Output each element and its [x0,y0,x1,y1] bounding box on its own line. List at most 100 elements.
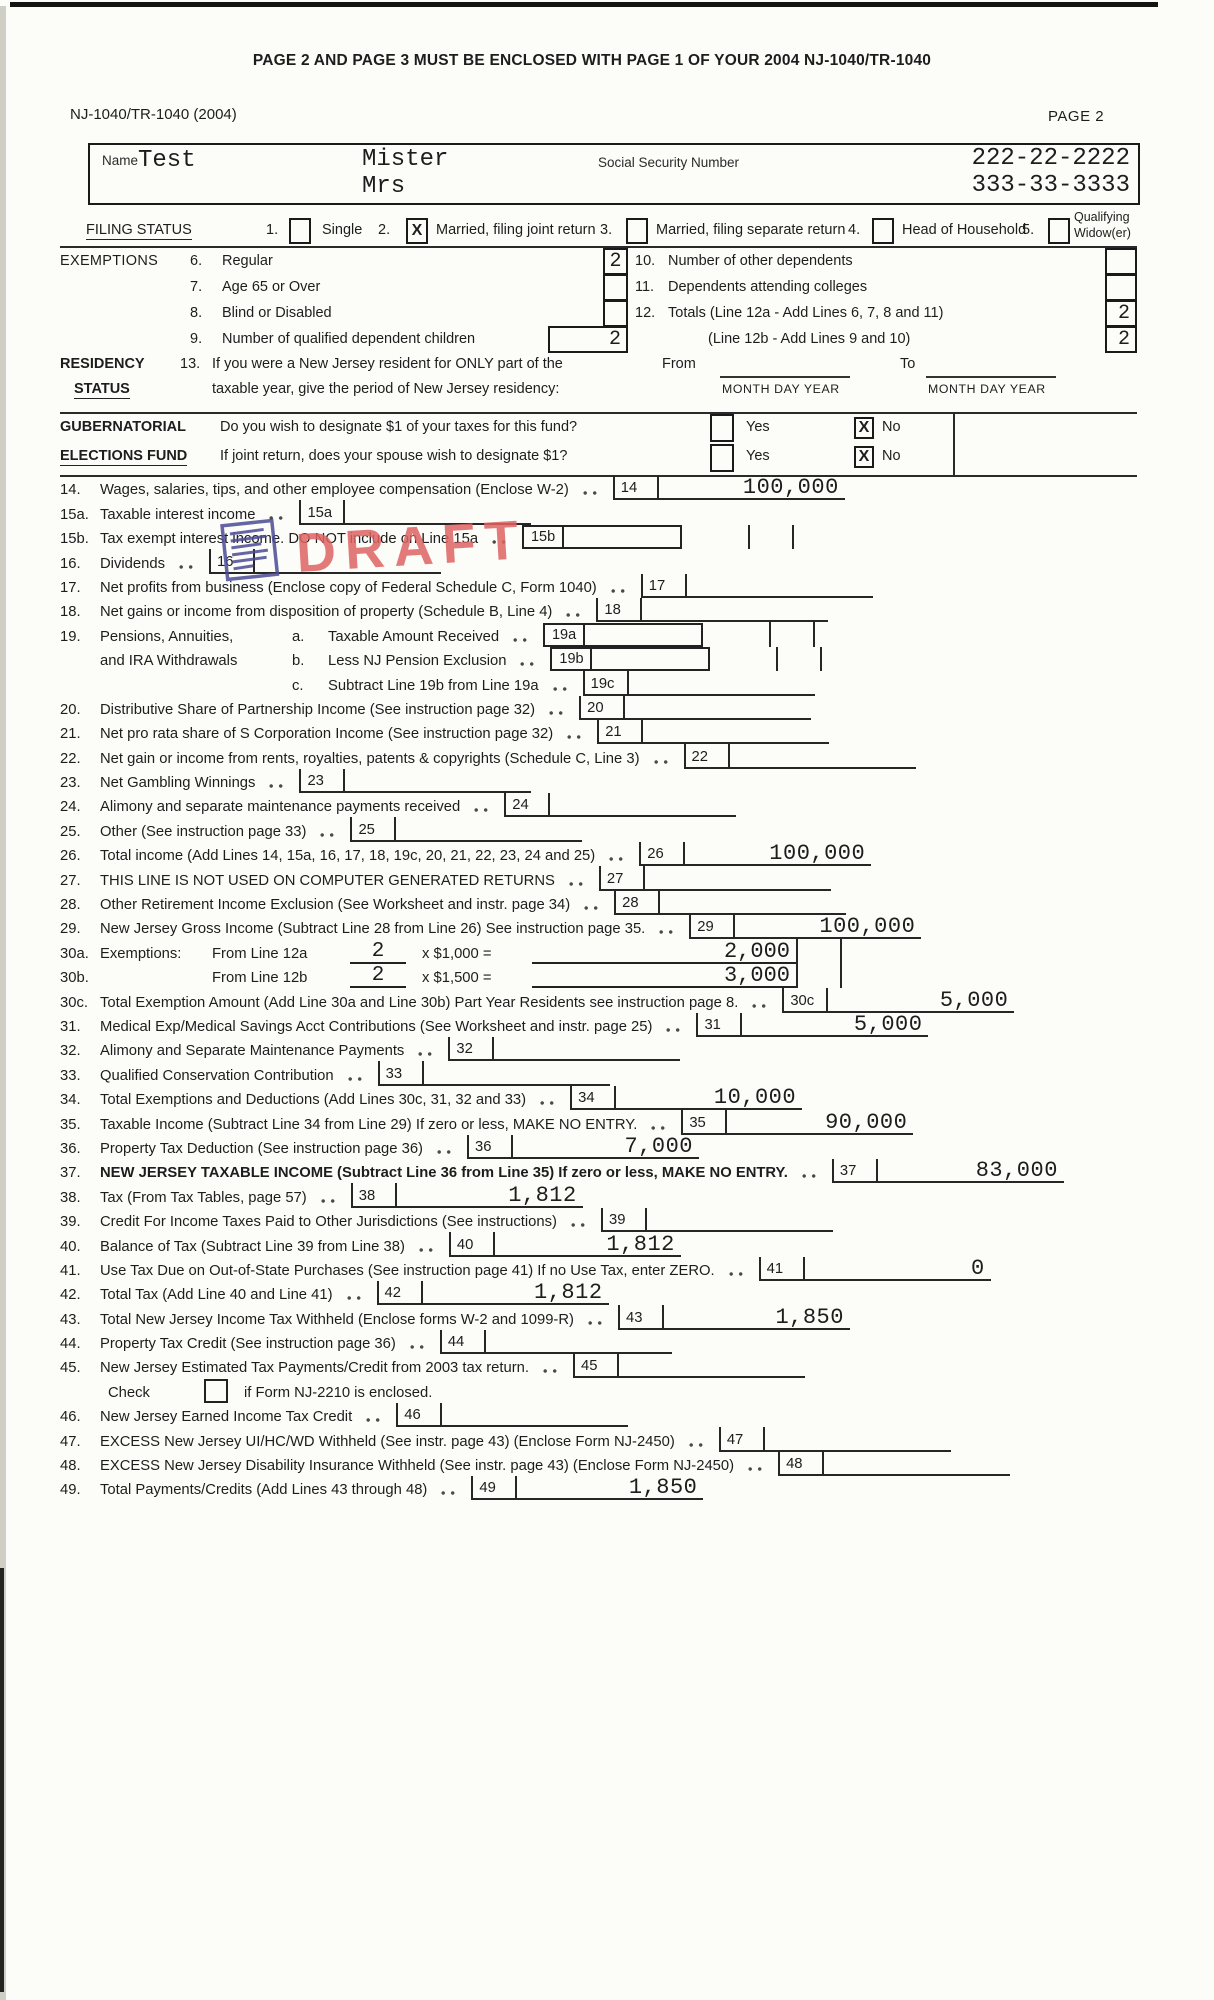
line-number: 25. [60,823,81,840]
sub-line-letter: a. [292,628,305,645]
exemptions-label: EXEMPTIONS [60,253,159,269]
line-amount-cell: 0 [804,1255,991,1281]
line-number: 16. [60,555,81,572]
exemption-value-box-8 [603,300,628,327]
line-amount-cell: 5,000 [742,1011,929,1037]
exemption-amount: 3,000 [532,965,796,989]
filing-status-option-number: 2. [378,222,391,238]
form-line-48: 48. EXCESS New Jersey Disability Insuranc… [60,1451,1137,1477]
exemption-line-number: 7. [190,279,203,295]
line-amount: 7,000 [624,1133,693,1159]
line-label: New Jersey Earned Income Tax Credit [100,1409,353,1426]
dotted-leader [513,634,532,645]
line-box-number: 19c [582,671,629,696]
form-line-check-37: Check if Form NJ-2210 is enclosed. [60,1378,1137,1403]
exemption-multiplier: x $1,000 = [422,945,492,962]
fund-question-2: If joint return, does your spouse wish t… [220,448,568,464]
line-number: 43. [60,1311,81,1328]
line-amount-cell: 1,812 [422,1281,609,1306]
exemption-count: 2 [350,941,406,964]
line-number: 44. [60,1336,81,1353]
line-number: 38. [60,1189,81,1206]
dotted-leader [728,1268,747,1279]
form-line-23: 23. Net Gambling Winnings 23 [60,768,1137,794]
line-amount-cell [485,1330,672,1355]
line-number: 45. [60,1360,81,1377]
mid-line-tag: 19a [543,622,586,647]
line-number: 33. [60,1067,81,1084]
line-number: 39. [60,1214,81,1231]
form-line-46: 46. New Jersey Earned Income Tax Credit 46 [60,1402,1137,1428]
line-label: NEW JERSEY TAXABLE INCOME (Subtract Line… [100,1165,788,1182]
line-amount-cell: 5,000 [828,988,1015,1013]
line-label: New Jersey Gross Income (Subtract Line 2… [100,921,646,938]
line-amount-cell [642,598,829,623]
line-amount-cell [494,1037,681,1062]
mid-line-tag: 19b [550,647,593,672]
line-label: Alimony and separate maintenance payment… [100,799,461,816]
line-box-number: 28 [614,890,661,916]
filing-status-option-label: Widow(er) [1074,226,1131,240]
line-amount: 1,812 [508,1182,577,1208]
line-number: 35. [60,1116,81,1133]
line-box-number: 44 [439,1329,486,1355]
line-label: Net gains or income from disposition of … [100,604,553,621]
exemption-line-number: 9. [190,331,203,347]
line-amount: 5,000 [853,1011,923,1037]
line-amount: 10,000 [713,1085,797,1111]
spacer [100,694,292,696]
line-box-number: 17 [640,573,687,598]
line-label: Alimony and Separate Maintenance Payment… [100,1043,405,1060]
residency-section: RESIDENCY STATUS 13. If you were a New J… [60,350,1137,412]
line-amount: 1,850 [628,1475,698,1501]
form-line-49: 49. Total Payments/Credits (Add Lines 43 … [60,1475,1137,1501]
from-month-day-year: MONTH DAY YEAR [722,382,840,396]
dotted-leader [409,1342,428,1353]
dotted-leader [610,585,629,596]
line-box-number: 36 [466,1134,513,1159]
form-line-29: 29. New Jersey Gross Income (Subtract Lin… [60,915,1137,940]
line-label: Balance of Tax (Subtract Line 39 from Li… [100,1238,405,1255]
line-label: THIS LINE IS NOT USED ON COMPUTER GENERA… [100,872,555,889]
page-number-label: PAGE 2 [1048,108,1105,125]
divider [60,246,1137,248]
line-amount-cell [822,647,1008,671]
line-label: Total Payments/Credits (Add Lines 43 thr… [100,1482,428,1499]
dotted-leader [666,1024,685,1035]
line-amount: 0 [970,1255,985,1281]
line-amount-cell [842,964,1028,988]
line-label: Use Tax Due on Out-of-State Purchases (S… [100,1262,715,1279]
dotted-leader [568,878,587,889]
line-label: Total Tax (Add Line 40 and Line 41) [100,1287,333,1304]
dotted-leader [748,1464,767,1475]
line-number: 22. [60,750,81,767]
dotted-leader [543,1366,562,1377]
to-label: To [900,356,916,372]
line-number: 14. [60,482,81,499]
fund-q2-yes-checkbox [710,444,734,472]
filing-status-option-number: 3. [600,222,613,238]
nj2210-checkbox [204,1378,228,1403]
line-amount-cell: 1,850 [663,1304,850,1330]
line-box-number: 47 [718,1427,765,1452]
line-box-number: 29 [689,915,736,940]
line-amount-cell: 1,850 [517,1475,704,1501]
line-label: Qualified Conservation Contribution [100,1067,334,1084]
form-line-42: 42. Total Tax (Add Line 40 and Line 41) 42… [60,1280,1137,1306]
line-label: Taxable Income (Subtract Line 34 from Li… [100,1116,638,1133]
line-amount-cell [794,525,980,549]
line-box-number [776,646,823,672]
line-box-number: 45 [573,1354,620,1379]
line-box-number: 20 [579,695,626,720]
divider [60,412,1137,414]
exemption-value-box-right-1 [1105,274,1137,301]
exemption-line-number: 6. [190,253,203,269]
line-box-number: 40 [448,1232,495,1257]
line-amount: 1,850 [775,1304,844,1330]
line-label: Exemptions: [100,945,182,962]
line-label: Dividends [100,555,165,572]
dotted-leader [418,1244,437,1255]
line-number: 27. [60,872,81,889]
line-box-number: 22 [683,744,730,769]
line-amount-cell [619,1354,806,1379]
